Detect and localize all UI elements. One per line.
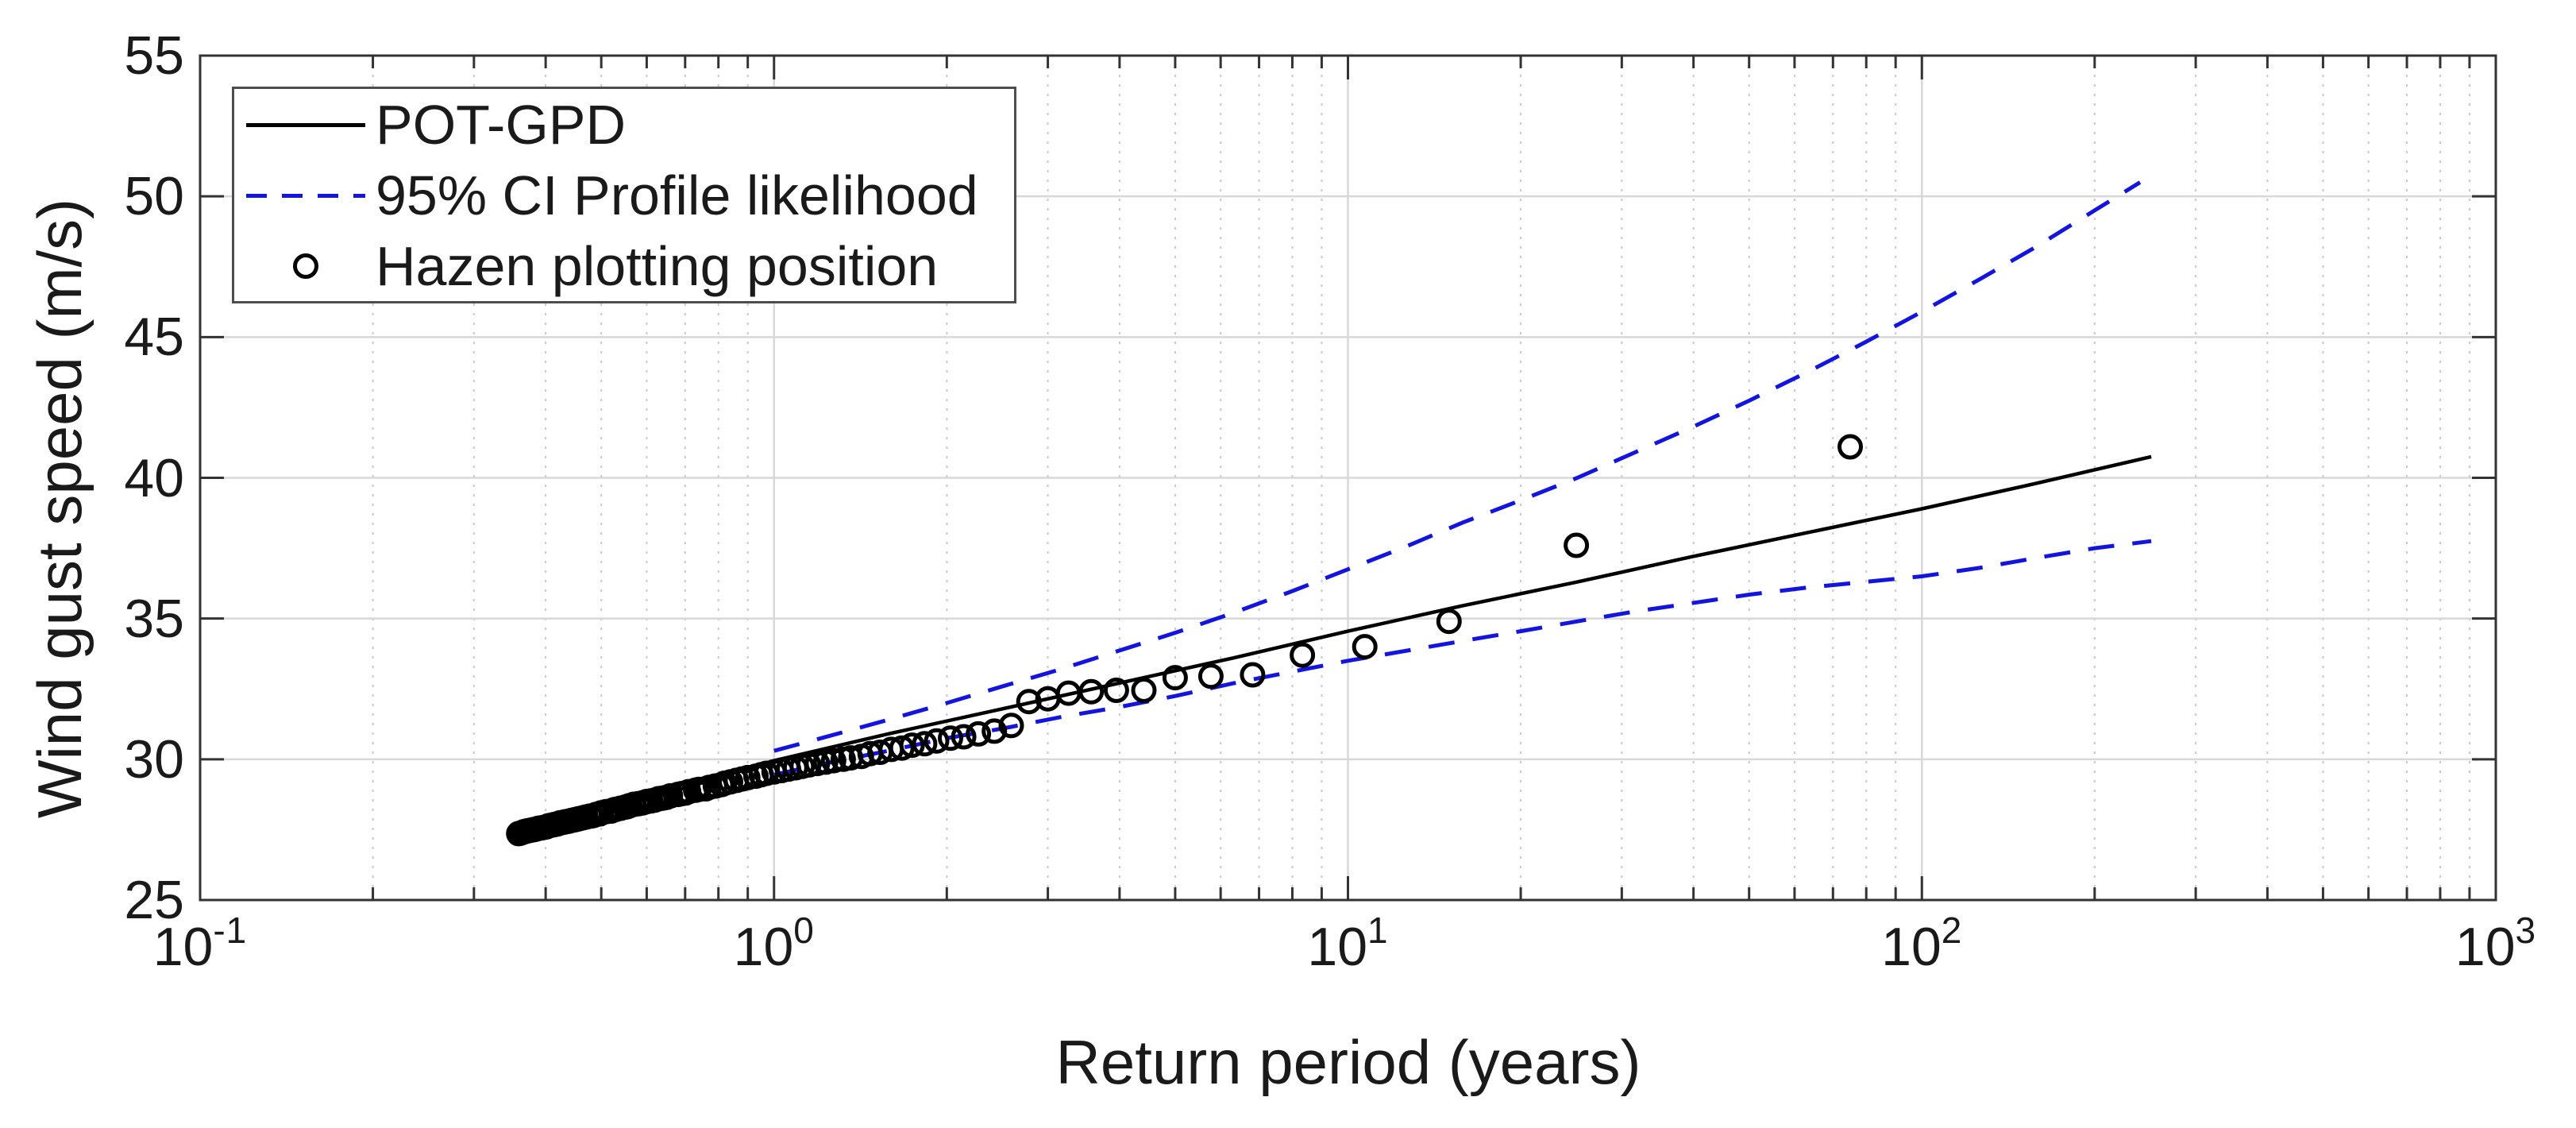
hazen-point (938, 725, 963, 751)
x-tick-label: 100 (733, 910, 815, 977)
x-tick-label: 102 (1881, 910, 1963, 977)
legend-label: Hazen plotting position (376, 234, 939, 297)
hazen-point (848, 744, 874, 770)
hazen-point (830, 746, 856, 772)
hazen-point (1838, 434, 1863, 460)
legend-entry-pot-gpd: POT-GPD (234, 89, 1014, 160)
y-tick-label: 50 (124, 166, 184, 227)
dashed-line-sample-icon (234, 160, 365, 230)
legend-label: 95% CI Profile likelihood (376, 164, 978, 226)
x-tick-label: 10-1 (152, 910, 248, 977)
hazen-point (966, 720, 992, 747)
circle-marker-sample-icon (234, 230, 365, 301)
hazen-point (1197, 663, 1224, 690)
hazen-point (924, 728, 950, 754)
legend-entry-ci: 95% CI Profile likelihood (234, 160, 1014, 230)
hazen-point (506, 821, 532, 847)
hazen-point (951, 724, 977, 750)
ci-lower-line (773, 539, 2152, 777)
hazen-point (1035, 686, 1061, 712)
hazen-point (1436, 608, 1462, 635)
hazen-point (912, 731, 938, 757)
hazen-point (981, 718, 1008, 744)
y-tick-label: 35 (124, 588, 184, 649)
legend: POT-GPD 95% CI Profile likelihood Hazen … (232, 87, 1016, 303)
hazen-point (1564, 532, 1590, 558)
x-tick-label: 103 (2455, 910, 2537, 977)
y-tick-label: 45 (124, 307, 184, 368)
hazen-points (506, 434, 1863, 847)
pot-gpd-line (519, 454, 2152, 830)
y-tick-label: 40 (124, 447, 184, 508)
hazen-point (1352, 634, 1378, 660)
y-tick-label: 55 (124, 25, 184, 86)
hazen-point (1103, 678, 1129, 703)
hazen-point (1240, 662, 1266, 688)
ci-upper-line (773, 180, 2142, 753)
y-axis-title: Wind gust speed (m/s) (25, 198, 94, 819)
y-tick-label: 25 (124, 870, 184, 930)
legend-label: POT-GPD (376, 93, 627, 156)
x-tick-label: 101 (1307, 910, 1389, 977)
hazen-point (1162, 665, 1188, 691)
hazen-point (1290, 642, 1316, 668)
legend-entry-hazen: Hazen plotting position (234, 230, 1014, 301)
solid-line-sample-icon (234, 89, 365, 160)
x-axis-title: Return period (years) (1055, 1027, 1641, 1097)
hazen-point (998, 713, 1024, 739)
hazen-point (1016, 689, 1042, 715)
y-tick-label: 30 (124, 728, 184, 790)
hazen-point (1131, 678, 1157, 703)
